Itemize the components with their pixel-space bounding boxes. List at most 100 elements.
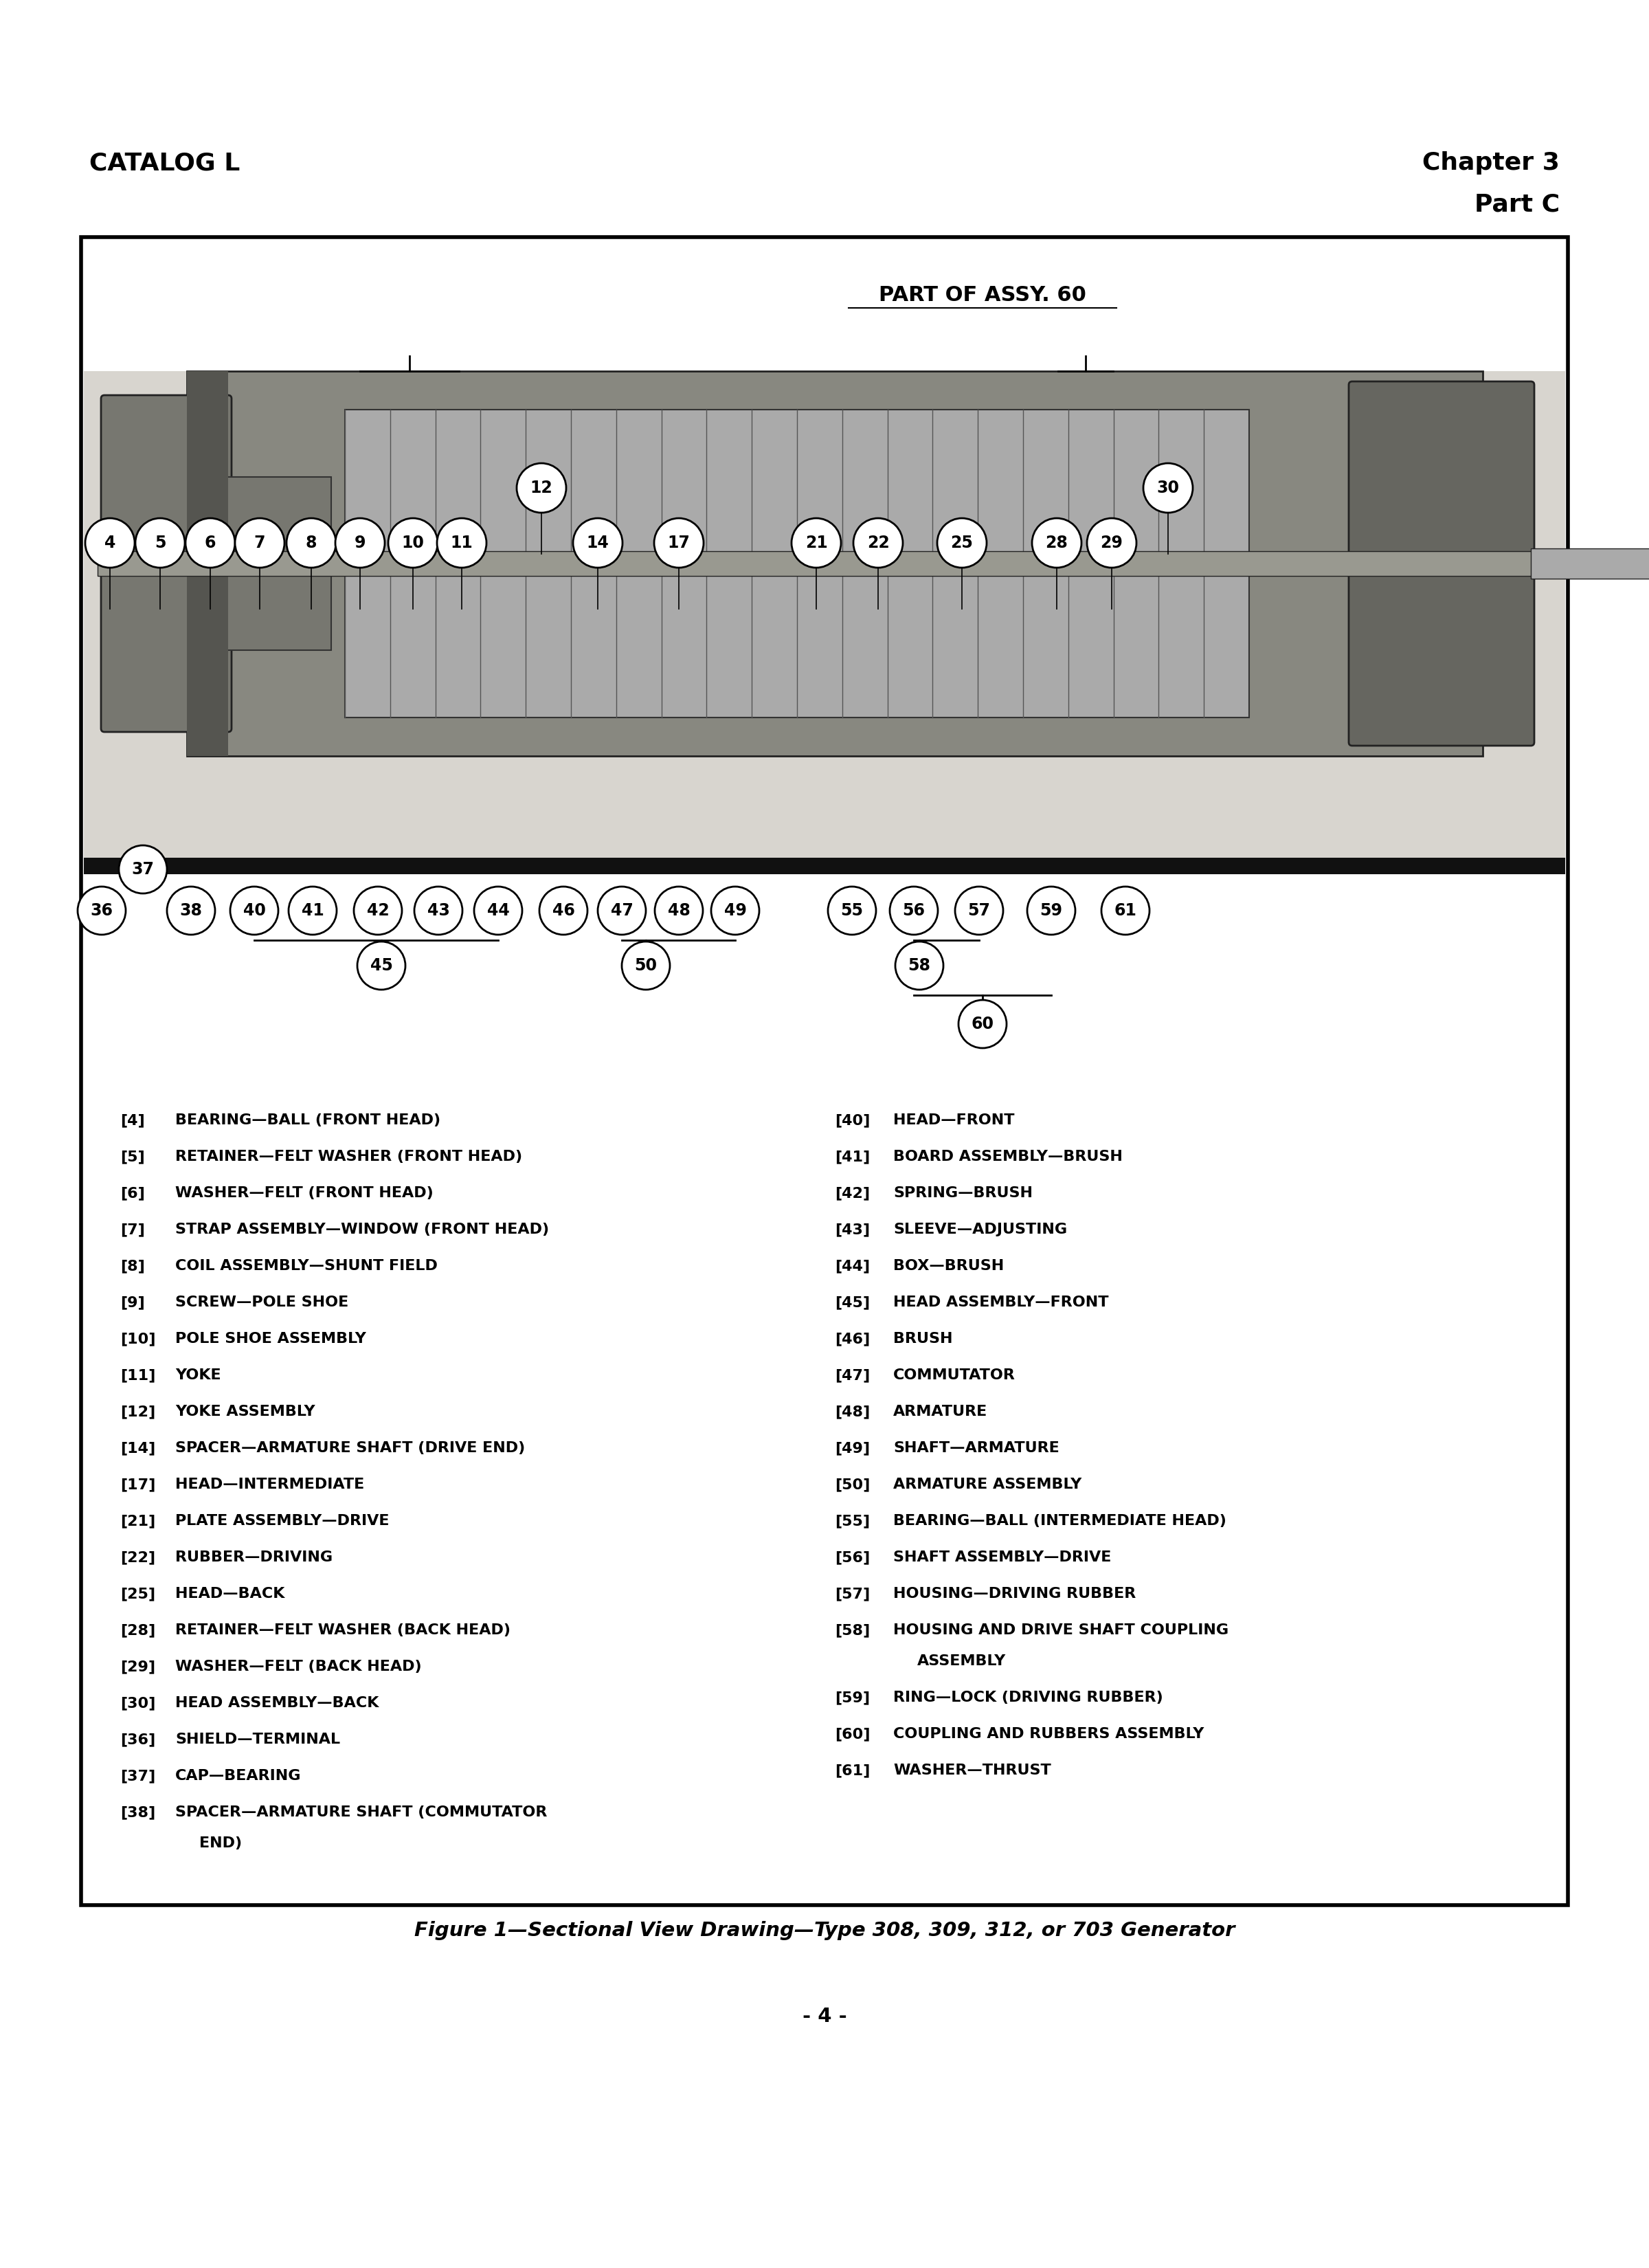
Text: [17]: [17] <box>120 1479 155 1492</box>
Circle shape <box>711 887 759 934</box>
Circle shape <box>289 887 336 934</box>
Text: 17: 17 <box>668 535 691 551</box>
Text: ARMATURE: ARMATURE <box>894 1404 988 1418</box>
Text: [11]: [11] <box>120 1368 155 1381</box>
Circle shape <box>135 517 185 567</box>
Text: Figure 1—Sectional View Drawing—Type 308, 309, 312, or 703 Generator: Figure 1—Sectional View Drawing—Type 308… <box>414 1921 1235 1939</box>
Circle shape <box>655 887 702 934</box>
Bar <box>84 240 1565 866</box>
Circle shape <box>185 517 236 567</box>
Text: COMMUTATOR: COMMUTATOR <box>894 1368 1016 1381</box>
Circle shape <box>335 517 384 567</box>
Text: 11: 11 <box>450 535 473 551</box>
Text: 7: 7 <box>254 535 265 551</box>
Circle shape <box>414 887 462 934</box>
Text: BEARING—BALL (FRONT HEAD): BEARING—BALL (FRONT HEAD) <box>175 1114 440 1127</box>
Text: [5]: [5] <box>120 1150 145 1163</box>
Text: BOX—BRUSH: BOX—BRUSH <box>894 1259 1004 1272</box>
Text: RETAINER—FELT WASHER (FRONT HEAD): RETAINER—FELT WASHER (FRONT HEAD) <box>175 1150 523 1163</box>
Text: 28: 28 <box>1045 535 1069 551</box>
Text: STRAP ASSEMBLY—WINDOW (FRONT HEAD): STRAP ASSEMBLY—WINDOW (FRONT HEAD) <box>175 1222 549 1236</box>
Text: 44: 44 <box>486 903 510 919</box>
Text: [55]: [55] <box>834 1515 871 1529</box>
Text: [61]: [61] <box>834 1765 871 1778</box>
Text: - 4 -: - 4 - <box>803 2007 846 2025</box>
Text: 8: 8 <box>305 535 317 551</box>
Text: SPACER—ARMATURE SHAFT (DRIVE END): SPACER—ARMATURE SHAFT (DRIVE END) <box>175 1440 524 1456</box>
Text: SHAFT—ARMATURE: SHAFT—ARMATURE <box>894 1440 1059 1456</box>
Text: [40]: [40] <box>834 1114 871 1127</box>
Text: Part C: Part C <box>1474 193 1560 215</box>
Text: [6]: [6] <box>120 1186 145 1200</box>
Text: COIL ASSEMBLY—SHUNT FIELD: COIL ASSEMBLY—SHUNT FIELD <box>175 1259 437 1272</box>
Text: BEARING—BALL (INTERMEDIATE HEAD): BEARING—BALL (INTERMEDIATE HEAD) <box>894 1515 1227 1529</box>
Text: 25: 25 <box>950 535 973 551</box>
Bar <box>186 372 228 755</box>
Text: 30: 30 <box>1156 481 1179 497</box>
Text: 50: 50 <box>635 957 658 973</box>
Bar <box>186 372 1482 755</box>
Text: [50]: [50] <box>834 1479 871 1492</box>
Circle shape <box>955 887 1003 934</box>
Text: [22]: [22] <box>120 1551 155 1565</box>
Circle shape <box>355 887 402 934</box>
Bar <box>81 238 1568 1905</box>
Text: 9: 9 <box>355 535 366 551</box>
Text: [36]: [36] <box>120 1733 155 1746</box>
Circle shape <box>895 941 943 989</box>
Text: Chapter 3: Chapter 3 <box>1423 152 1560 175</box>
Text: PART OF ASSY. 60: PART OF ASSY. 60 <box>879 286 1087 306</box>
Text: [58]: [58] <box>834 1624 871 1637</box>
Text: 46: 46 <box>552 903 576 919</box>
Circle shape <box>890 887 938 934</box>
Bar <box>214 476 331 651</box>
Text: 40: 40 <box>242 903 265 919</box>
Text: 5: 5 <box>155 535 167 551</box>
Circle shape <box>828 887 876 934</box>
Text: HOUSING AND DRIVE SHAFT COUPLING: HOUSING AND DRIVE SHAFT COUPLING <box>894 1624 1229 1637</box>
Text: 56: 56 <box>902 903 925 919</box>
Text: RETAINER—FELT WASHER (BACK HEAD): RETAINER—FELT WASHER (BACK HEAD) <box>175 1624 511 1637</box>
Text: [60]: [60] <box>834 1728 871 1742</box>
Text: 48: 48 <box>668 903 691 919</box>
Text: END): END) <box>200 1837 242 1851</box>
Text: [41]: [41] <box>834 1150 871 1163</box>
Text: COUPLING AND RUBBERS ASSEMBLY: COUPLING AND RUBBERS ASSEMBLY <box>894 1728 1204 1742</box>
Circle shape <box>622 941 669 989</box>
Text: [43]: [43] <box>834 1222 871 1236</box>
Bar <box>84 240 1565 372</box>
Text: [46]: [46] <box>834 1331 871 1345</box>
Text: [8]: [8] <box>120 1259 145 1272</box>
Circle shape <box>854 517 904 567</box>
Circle shape <box>388 517 437 567</box>
Text: WASHER—THRUST: WASHER—THRUST <box>894 1765 1050 1778</box>
Text: HEAD—INTERMEDIATE: HEAD—INTERMEDIATE <box>175 1479 364 1492</box>
Circle shape <box>1143 463 1192 513</box>
Circle shape <box>1027 887 1075 934</box>
Text: 41: 41 <box>302 903 323 919</box>
Text: [48]: [48] <box>834 1404 871 1418</box>
Text: 37: 37 <box>132 862 155 878</box>
Text: ARMATURE ASSEMBLY: ARMATURE ASSEMBLY <box>894 1479 1082 1492</box>
Text: 4: 4 <box>104 535 115 551</box>
Text: [42]: [42] <box>834 1186 871 1200</box>
Text: 36: 36 <box>91 903 114 919</box>
Text: HOUSING—DRIVING RUBBER: HOUSING—DRIVING RUBBER <box>894 1588 1136 1601</box>
Text: [21]: [21] <box>120 1515 155 1529</box>
Circle shape <box>1087 517 1136 567</box>
Text: SLEEVE—ADJUSTING: SLEEVE—ADJUSTING <box>894 1222 1067 1236</box>
Text: 43: 43 <box>427 903 450 919</box>
Text: 29: 29 <box>1100 535 1123 551</box>
Bar <box>97 551 1649 576</box>
Bar <box>1530 549 1649 578</box>
Text: 58: 58 <box>909 957 930 973</box>
Text: 12: 12 <box>531 481 552 497</box>
Text: [37]: [37] <box>120 1769 155 1783</box>
Text: [44]: [44] <box>834 1259 871 1272</box>
Text: WASHER—FELT (BACK HEAD): WASHER—FELT (BACK HEAD) <box>175 1660 422 1674</box>
Text: SCREW—POLE SHOE: SCREW—POLE SHOE <box>175 1295 348 1309</box>
Text: PLATE ASSEMBLY—DRIVE: PLATE ASSEMBLY—DRIVE <box>175 1515 389 1529</box>
Text: WASHER—FELT (FRONT HEAD): WASHER—FELT (FRONT HEAD) <box>175 1186 434 1200</box>
Bar <box>84 372 1565 866</box>
Circle shape <box>167 887 214 934</box>
